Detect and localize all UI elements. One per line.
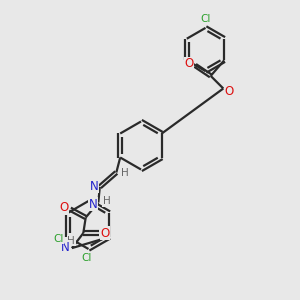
Text: H: H [68,236,75,246]
Text: H: H [121,167,129,178]
Text: Cl: Cl [53,233,64,244]
Text: Cl: Cl [82,253,92,263]
Text: N: N [88,197,97,211]
Text: O: O [225,85,234,98]
Text: O: O [59,201,69,214]
Text: N: N [90,180,99,193]
Text: N: N [61,241,70,254]
Text: O: O [100,226,110,240]
Text: O: O [184,57,194,70]
Text: Cl: Cl [200,14,211,25]
Text: H: H [103,196,111,206]
